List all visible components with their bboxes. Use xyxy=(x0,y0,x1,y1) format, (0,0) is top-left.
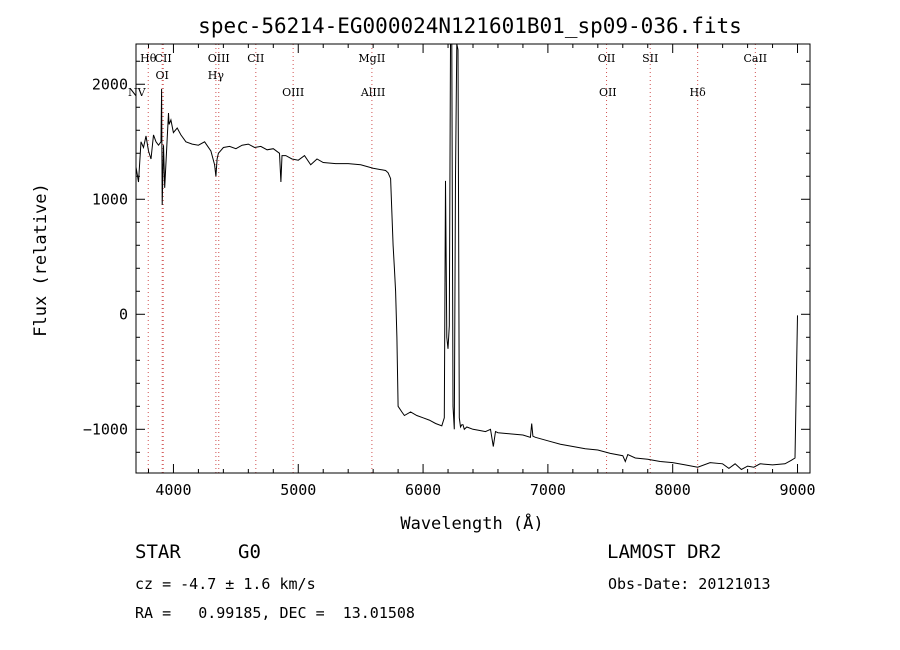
survey-name: LAMOST DR2 xyxy=(607,541,722,563)
spectral-line-label: OIII xyxy=(282,86,304,99)
spectrum-line xyxy=(135,43,798,471)
spectral-line-label: OI xyxy=(156,69,169,82)
x-tick-label: 9000 xyxy=(779,481,815,499)
spectral-line-label: OIII xyxy=(208,52,230,65)
y-tick-label: 1000 xyxy=(92,190,128,208)
spectral-line-label: Hδ xyxy=(690,86,707,99)
x-tick-label: 4000 xyxy=(155,481,191,499)
redshift-velocity: cz = -4.7 ± 1.6 km/s xyxy=(135,575,316,593)
spectral-line-label: CII xyxy=(155,52,172,65)
object-class: G0 xyxy=(238,541,261,563)
spectral-line-label: Hγ xyxy=(208,69,225,82)
x-tick-label: 6000 xyxy=(405,481,441,499)
x-tick-label: 7000 xyxy=(530,481,566,499)
spectral-line-label: AlIII xyxy=(360,86,386,99)
y-tick-label: 0 xyxy=(119,305,128,323)
observation-date: Obs-Date: 20121013 xyxy=(608,575,771,593)
spectral-line-label: MgII xyxy=(358,52,385,65)
spectral-line-label: CaII xyxy=(743,52,767,65)
y-tick-label: 2000 xyxy=(92,75,128,93)
y-axis-label: Flux (relative) xyxy=(31,183,51,337)
axis-ticks xyxy=(136,44,810,473)
x-axis-label: Wavelength (Å) xyxy=(400,512,543,534)
spectral-line-label: OII xyxy=(598,52,616,65)
spectral-line-label: SII xyxy=(642,52,658,65)
spectral-line-label: NV xyxy=(128,86,147,99)
x-tick-label: 8000 xyxy=(655,481,691,499)
coordinates: RA = 0.99185, DEC = 13.01508 xyxy=(135,604,415,622)
spectral-line-label: CII xyxy=(247,52,264,65)
spectral-line-label: OII xyxy=(599,86,617,99)
plot-frame xyxy=(135,43,811,474)
y-tick-label: −1000 xyxy=(83,420,128,438)
chart-title: spec-56214-EG000024N121601B01_sp09-036.f… xyxy=(198,14,742,38)
object-type: STAR xyxy=(135,541,181,563)
spectral-line-label: Hθ xyxy=(140,52,157,65)
x-tick-label: 5000 xyxy=(280,481,316,499)
axis-tick-labels: 4000 5000 6000 7000 8000 9000 −1000 0 1000 2000 xyxy=(83,75,816,499)
